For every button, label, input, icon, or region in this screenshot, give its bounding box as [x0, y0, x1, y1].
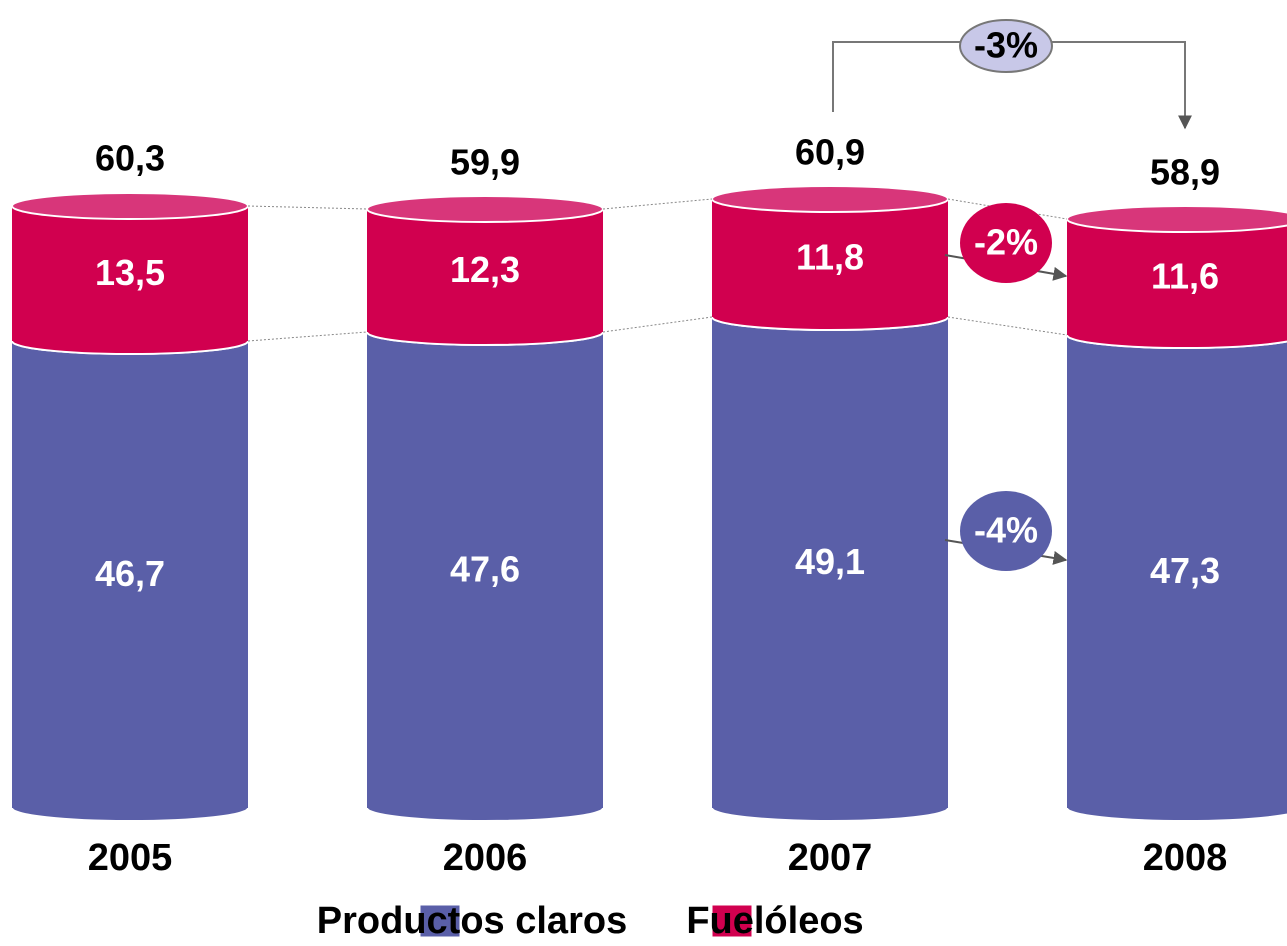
connector — [247, 205, 368, 210]
x-tick-label: 2006 — [443, 837, 528, 879]
x-tick-label: 2005 — [88, 837, 173, 879]
value-label: 13,5 — [95, 252, 165, 293]
fuel-change-badge — [960, 203, 1052, 283]
total-label: 58,9 — [1150, 152, 1220, 193]
legend-swatch — [419, 904, 461, 938]
total-label: 60,9 — [795, 132, 865, 173]
bar — [367, 209, 603, 332]
bar — [1067, 335, 1287, 808]
connector — [947, 316, 1068, 336]
bar — [12, 341, 248, 808]
value-label: 49,1 — [795, 541, 865, 582]
bar — [12, 206, 248, 341]
light-change-label: -4% — [974, 510, 1038, 551]
connector — [602, 198, 713, 210]
light-change-badge — [960, 491, 1052, 571]
bar — [1067, 219, 1287, 335]
x-tick-label: 2008 — [1143, 837, 1228, 879]
total-label: 59,9 — [450, 142, 520, 183]
bar — [712, 317, 948, 808]
connector — [602, 316, 713, 333]
value-label: 47,3 — [1150, 550, 1220, 591]
bar-top — [11, 192, 249, 220]
bars — [11, 185, 1287, 822]
value-label: 12,3 — [450, 249, 520, 290]
total-label: 60,3 — [95, 138, 165, 179]
legend-label: Productos claros — [317, 900, 627, 942]
fuel-change-label: -2% — [974, 222, 1038, 263]
total-change-badge — [959, 19, 1053, 73]
total-change-label: -3% — [974, 25, 1038, 66]
bar-top — [1066, 205, 1287, 233]
bar — [712, 199, 948, 317]
bar — [367, 332, 603, 808]
bar-top — [366, 195, 604, 223]
value-label: 46,7 — [95, 553, 165, 594]
x-tick-label: 2007 — [788, 837, 873, 879]
bar-top — [711, 185, 949, 213]
value-label: 47,6 — [450, 549, 520, 590]
value-label: 11,8 — [796, 237, 864, 278]
value-label: 11,6 — [1151, 256, 1219, 297]
legend-swatch — [711, 904, 753, 938]
legend-label: Fuelóleos — [686, 900, 863, 942]
connector — [247, 331, 368, 342]
